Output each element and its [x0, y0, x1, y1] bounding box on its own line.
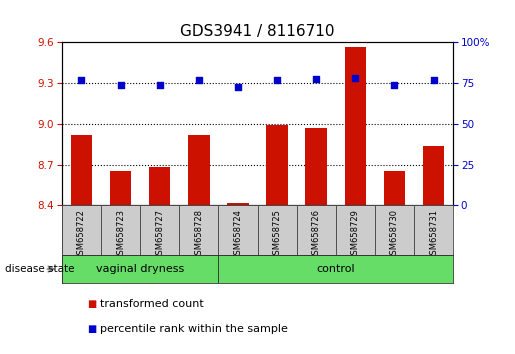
- Point: [116, 82, 125, 88]
- Bar: [188, 135, 210, 205]
- Bar: [179, 205, 218, 255]
- Text: percentile rank within the sample: percentile rank within the sample: [100, 324, 288, 334]
- Bar: [384, 171, 405, 205]
- Text: GSM658724: GSM658724: [233, 209, 243, 260]
- Bar: [305, 128, 327, 205]
- Point: [77, 77, 85, 82]
- Bar: [345, 47, 366, 205]
- Bar: [140, 205, 179, 255]
- Bar: [110, 171, 131, 205]
- Text: GSM658722: GSM658722: [77, 209, 86, 260]
- Point: [312, 76, 320, 82]
- Point: [273, 77, 281, 82]
- Bar: [101, 205, 140, 255]
- Text: ■: ■: [88, 299, 97, 309]
- Bar: [218, 205, 258, 255]
- Bar: [336, 205, 375, 255]
- Title: GDS3941 / 8116710: GDS3941 / 8116710: [180, 23, 335, 39]
- Point: [156, 82, 164, 88]
- Point: [390, 82, 399, 88]
- Bar: [62, 255, 218, 283]
- Bar: [258, 205, 297, 255]
- Bar: [423, 145, 444, 205]
- Point: [234, 84, 242, 90]
- Text: GSM658727: GSM658727: [155, 209, 164, 260]
- Bar: [71, 135, 92, 205]
- Bar: [218, 255, 453, 283]
- Text: GSM658730: GSM658730: [390, 209, 399, 260]
- Bar: [297, 205, 336, 255]
- Point: [351, 75, 359, 81]
- Point: [430, 77, 438, 82]
- Bar: [375, 205, 414, 255]
- Text: GSM658729: GSM658729: [351, 209, 360, 260]
- Text: ■: ■: [88, 324, 97, 334]
- Text: GSM658728: GSM658728: [194, 209, 203, 260]
- Bar: [266, 125, 288, 205]
- Text: transformed count: transformed count: [100, 299, 204, 309]
- Text: GSM658723: GSM658723: [116, 209, 125, 260]
- Text: GSM658726: GSM658726: [312, 209, 321, 260]
- Text: vaginal dryness: vaginal dryness: [96, 264, 184, 274]
- Text: GSM658731: GSM658731: [429, 209, 438, 260]
- Text: control: control: [316, 264, 355, 274]
- Bar: [227, 202, 249, 205]
- Bar: [62, 205, 101, 255]
- Text: GSM658725: GSM658725: [272, 209, 282, 260]
- Text: disease state: disease state: [5, 264, 75, 274]
- Bar: [414, 205, 453, 255]
- Bar: [149, 167, 170, 205]
- Point: [195, 77, 203, 82]
